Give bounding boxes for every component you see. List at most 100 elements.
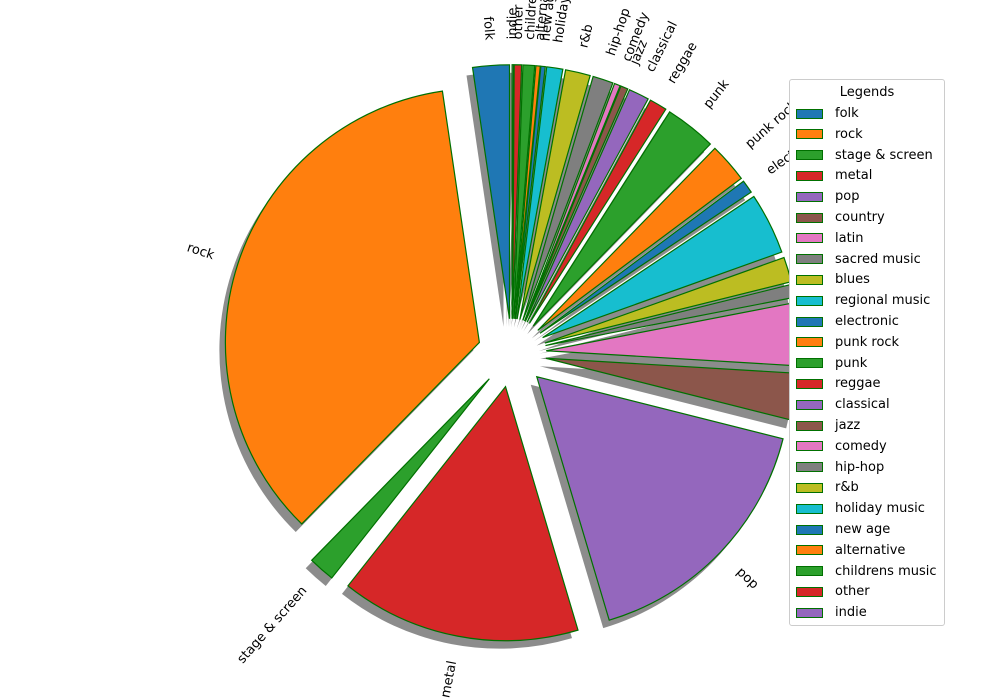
legend-label: reggae <box>835 376 881 392</box>
slice-r-b <box>519 69 591 320</box>
legend-swatch <box>796 150 823 161</box>
legend-item-rock: rock <box>796 127 863 142</box>
legend-swatch <box>796 254 823 265</box>
slice-punk <box>532 111 712 327</box>
legend-label: sacred music <box>835 251 921 267</box>
legend-label: alternative <box>835 542 906 558</box>
legend-swatch <box>796 399 823 410</box>
slice-label-folk: folk <box>480 16 497 41</box>
legend-item-alternative: alternative <box>796 543 905 558</box>
slice-hip-hop <box>522 75 614 321</box>
slice-other <box>512 64 523 319</box>
slice-classical <box>526 88 649 323</box>
legend-swatch <box>796 337 823 348</box>
legend-swatch <box>796 129 823 140</box>
legend-label: regional music <box>835 293 931 309</box>
legend-item-jazz: jazz <box>796 418 860 433</box>
legend-item-r-b: r&b <box>796 480 859 495</box>
legend-swatch <box>796 274 823 285</box>
slice-pop <box>535 375 784 621</box>
legend-label: comedy <box>835 438 887 454</box>
slice-holiday-music <box>516 66 564 320</box>
legend-item-punk: punk <box>796 356 867 371</box>
slice-stage-screen <box>310 378 490 579</box>
legend-item-other: other <box>796 584 870 599</box>
slice-label-metal: metal <box>438 660 460 700</box>
legend-label: folk <box>835 106 859 121</box>
slice-reggae <box>528 99 667 324</box>
legend-swatch <box>796 420 823 431</box>
slice-label-stage-screen: stage & screen <box>235 583 311 666</box>
legend-swatch <box>796 462 823 473</box>
legend-swatch <box>796 358 823 369</box>
legend-item-reggae: reggae <box>796 376 881 391</box>
slice-childrens-music <box>513 64 536 319</box>
legend-label: electronic <box>835 314 899 329</box>
slice-punk-rock <box>537 147 743 331</box>
slice-jazz <box>524 85 629 322</box>
slice-folk <box>471 64 511 319</box>
legend-item-latin: latin <box>796 231 864 246</box>
legend-label: punk rock <box>835 334 900 350</box>
slice-label-r-b: r&b <box>576 23 596 50</box>
legend-swatch <box>796 316 823 327</box>
slice-label-indie: indie <box>505 8 520 40</box>
slice-label-punk: punk <box>701 77 733 112</box>
legend-swatch <box>796 191 823 202</box>
slice-label-pop: pop <box>733 565 761 593</box>
legend-label: holiday music <box>835 501 925 517</box>
legend-item-classical: classical <box>796 397 890 412</box>
legend-label: hip-hop <box>835 459 885 475</box>
legend-swatch <box>796 212 823 223</box>
legend-swatch <box>796 441 823 452</box>
legend-label: stage & screen <box>835 147 933 163</box>
legend-swatch <box>796 524 823 535</box>
legend-label: punk <box>835 355 868 371</box>
legend-swatch <box>796 295 823 306</box>
legend-label: latin <box>835 230 864 246</box>
legend-swatch <box>796 482 823 493</box>
slice-label-new-age: new age <box>538 0 559 42</box>
slice-label-rock: rock <box>185 240 216 263</box>
legend-swatch <box>796 170 823 181</box>
legend-swatch <box>796 545 823 556</box>
slice-label-other: other <box>511 4 527 40</box>
legend-item-stage-screen: stage & screen <box>796 148 933 163</box>
legend-swatch <box>796 607 823 618</box>
legend-label: childrens music <box>835 563 937 579</box>
legend-title: Legends <box>839 85 895 100</box>
legend: Legends folk rock stage & screen metal pop co… <box>789 79 945 626</box>
legend-swatch <box>796 108 823 119</box>
slice-indie <box>511 64 515 319</box>
legend-label: new age <box>835 522 891 537</box>
legend-item-holiday-music: holiday music <box>796 501 925 516</box>
legend-item-punk-rock: punk rock <box>796 335 899 350</box>
legend-label: metal <box>835 168 873 184</box>
slice-comedy <box>523 82 621 322</box>
legend-item-folk: folk <box>796 106 859 121</box>
legend-label: jazz <box>835 418 861 433</box>
legend-item-sacred-music: sacred music <box>796 252 921 267</box>
legend-item-electronic: electronic <box>796 314 899 329</box>
legend-label: classical <box>835 397 890 413</box>
legend-item-regional-music: regional music <box>796 293 930 308</box>
legend-swatch <box>796 586 823 597</box>
legend-swatch <box>796 233 823 244</box>
legend-label: r&b <box>835 480 859 496</box>
legend-item-blues: blues <box>796 272 870 287</box>
pie-slices <box>224 64 801 642</box>
slice-electronic <box>539 180 753 334</box>
legend-item-childrens-music: childrens music <box>796 564 937 579</box>
slice-alternative <box>514 65 541 319</box>
legend-label: other <box>835 584 870 600</box>
legend-item-new-age: new age <box>796 522 890 537</box>
legend-item-country: country <box>796 210 885 225</box>
legend-swatch <box>796 566 823 577</box>
legend-item-metal: metal <box>796 168 872 183</box>
legend-swatch <box>796 503 823 514</box>
legend-item-hip-hop: hip-hop <box>796 460 884 475</box>
legend-swatch <box>796 378 823 389</box>
legend-label: blues <box>835 272 870 288</box>
slice-new-age <box>515 65 546 319</box>
